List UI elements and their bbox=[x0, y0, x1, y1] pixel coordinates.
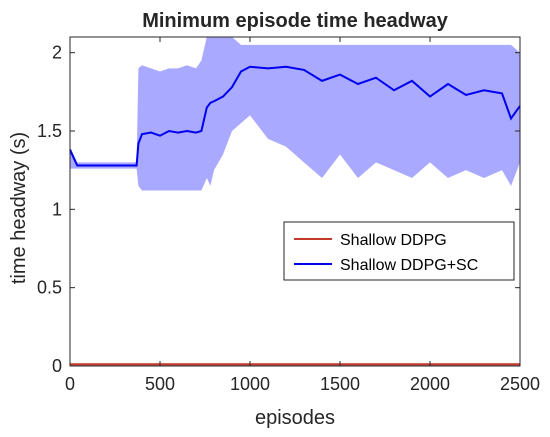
series-band-1 bbox=[70, 37, 520, 191]
chart-title: Minimum episode time headway bbox=[142, 10, 449, 32]
x-tick-label: 2500 bbox=[500, 374, 540, 394]
x-axis-label: episodes bbox=[255, 407, 335, 429]
legend: Shallow DDPG Shallow DDPG+SC bbox=[283, 221, 515, 281]
series-line-1 bbox=[69, 65, 521, 167]
y-axis-label: time headway (s) bbox=[8, 132, 30, 284]
plot-area bbox=[69, 36, 521, 367]
x-tick-label: 0 bbox=[65, 374, 75, 394]
y-axis-ticks: 0 0.5 1 1.5 2 bbox=[37, 43, 520, 376]
plot-frame bbox=[69, 36, 521, 367]
y-tick-label: 0 bbox=[52, 356, 62, 376]
y-tick-label: 1.5 bbox=[37, 121, 62, 141]
x-tick-label: 1000 bbox=[230, 374, 270, 394]
x-tick-label: 2000 bbox=[410, 374, 450, 394]
legend-box bbox=[283, 221, 515, 281]
legend-label-0: Shallow DDPG bbox=[340, 232, 447, 249]
x-axis-ticks: 0 500 1000 1500 2000 2500 bbox=[65, 37, 540, 394]
series-lines bbox=[69, 65, 521, 366]
y-tick-label: 0.5 bbox=[37, 278, 62, 298]
y-tick-label: 2 bbox=[52, 43, 62, 63]
y-tick-label: 1 bbox=[52, 199, 62, 219]
x-tick-label: 1500 bbox=[320, 374, 360, 394]
x-tick-label: 500 bbox=[145, 374, 175, 394]
legend-label-1: Shallow DDPG+SC bbox=[340, 257, 478, 274]
